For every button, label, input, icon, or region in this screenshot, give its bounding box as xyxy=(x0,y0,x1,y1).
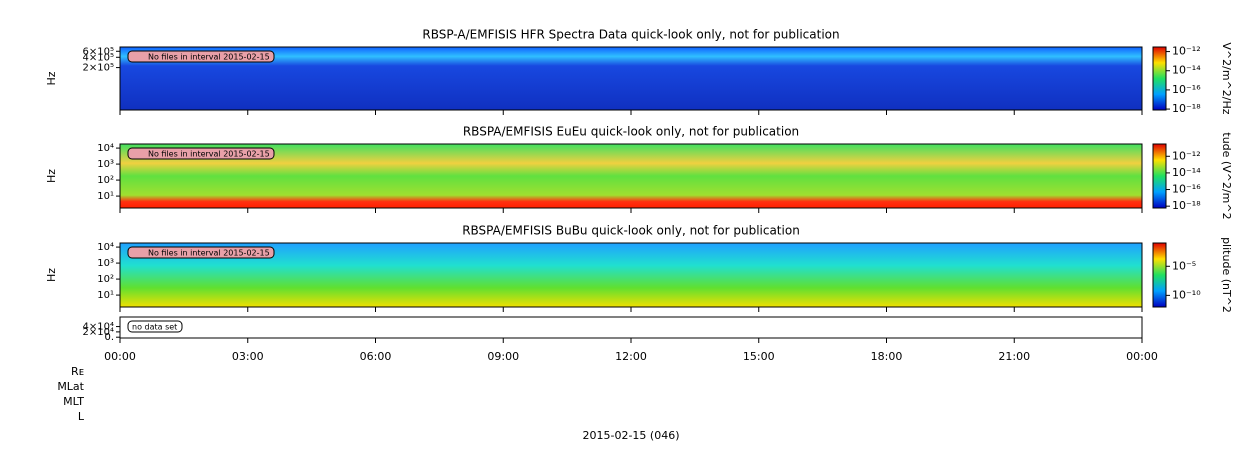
colorbar-tick-label: 10⁻¹⁰ xyxy=(1172,288,1201,301)
y-tick-label: 10⁴ xyxy=(97,242,114,253)
annotation: No files in interval 2015-02-15 xyxy=(148,249,270,258)
x-axis-label: 2015-02-15 (046) xyxy=(582,429,679,442)
colorbar xyxy=(1152,242,1167,308)
x-tick-label: 06:00 xyxy=(360,350,392,363)
y-tick-label: 2×10⁵ xyxy=(83,63,114,74)
x-tick-label: 12:00 xyxy=(615,350,647,363)
colorbar-tick-label: 10⁻¹⁴ xyxy=(1172,64,1201,77)
annotation: No files in interval 2015-02-15 xyxy=(148,150,270,159)
colorbar-label: plitude (nT^2 xyxy=(1220,237,1233,313)
ephemeris-label: L xyxy=(78,410,85,423)
ephemeris-label: Rᴇ xyxy=(71,365,84,378)
annotation-box xyxy=(127,246,275,259)
y-tick-label: 10³ xyxy=(97,159,114,170)
y-tick-label: 0. xyxy=(104,332,114,343)
y-tick-label: 6×10⁵ xyxy=(83,46,114,57)
colorbar xyxy=(1152,143,1167,209)
colorbar-tick-label: 10⁻¹⁴ xyxy=(1172,166,1201,179)
panel-title: RBSP-A/EMFISIS HFR Spectra Data quick-lo… xyxy=(422,28,839,42)
colorbar-tick-label: 10⁻¹⁶ xyxy=(1172,183,1201,196)
colorbar-tick-label: 10⁻¹⁸ xyxy=(1172,102,1201,115)
colorbar-label: V^2/m^2/Hz xyxy=(1220,42,1233,114)
annotation-box xyxy=(127,50,275,63)
y-axis-label: Hz xyxy=(45,71,58,85)
y-axis-label: Hz xyxy=(45,268,58,282)
ephemeris-label: MLat xyxy=(57,380,84,393)
annotation: no data set xyxy=(132,323,177,332)
y-tick-label: 10³ xyxy=(97,258,114,269)
annotation-box xyxy=(127,147,275,160)
x-tick-label: 09:00 xyxy=(487,350,519,363)
x-tick-label: 03:00 xyxy=(232,350,264,363)
y-axis-label: Hz xyxy=(45,169,58,183)
ephemeris-label: MLT xyxy=(63,395,84,408)
colorbar-tick-label: 10⁻⁵ xyxy=(1172,259,1196,272)
y-tick-label: 10² xyxy=(97,274,114,285)
spectrogram xyxy=(120,243,1142,307)
spectrogram xyxy=(120,144,1142,208)
annotation-box xyxy=(127,320,183,333)
colorbar xyxy=(1152,46,1167,111)
x-tick-label: 15:00 xyxy=(743,350,775,363)
colorbar-tick-label: 10⁻¹⁸ xyxy=(1172,199,1201,212)
panel-title: RBSPA/EMFISIS BuBu quick-look only, not … xyxy=(462,224,800,238)
y-tick-label: 10⁴ xyxy=(97,143,114,154)
x-tick-label: 21:00 xyxy=(998,350,1030,363)
y-tick-label: 10¹ xyxy=(97,191,114,202)
colorbar-tick-label: 10⁻¹² xyxy=(1172,149,1201,162)
x-tick-label: 18:00 xyxy=(871,350,903,363)
colorbar-label: tude (V^2/m^2 xyxy=(1220,132,1233,219)
y-tick-label: 4×10⁴ xyxy=(83,322,114,333)
plot-area xyxy=(120,317,1142,338)
x-tick-label: 00:00 xyxy=(1126,350,1158,363)
x-tick-label: 00:00 xyxy=(104,350,136,363)
colorbar-tick-label: 10⁻¹⁶ xyxy=(1172,83,1201,96)
y-tick-label: 2×10⁴ xyxy=(83,327,114,338)
y-tick-label: 10² xyxy=(97,175,114,186)
spectrogram xyxy=(120,47,1142,110)
y-tick-label: 4×10⁵ xyxy=(83,52,114,63)
annotation: No files in interval 2015-02-15 xyxy=(148,53,270,62)
y-tick-label: 10¹ xyxy=(97,290,114,301)
colorbar-tick-label: 10⁻¹² xyxy=(1172,45,1201,58)
panel-title: RBSPA/EMFISIS EuEu quick-look only, not … xyxy=(463,125,799,139)
